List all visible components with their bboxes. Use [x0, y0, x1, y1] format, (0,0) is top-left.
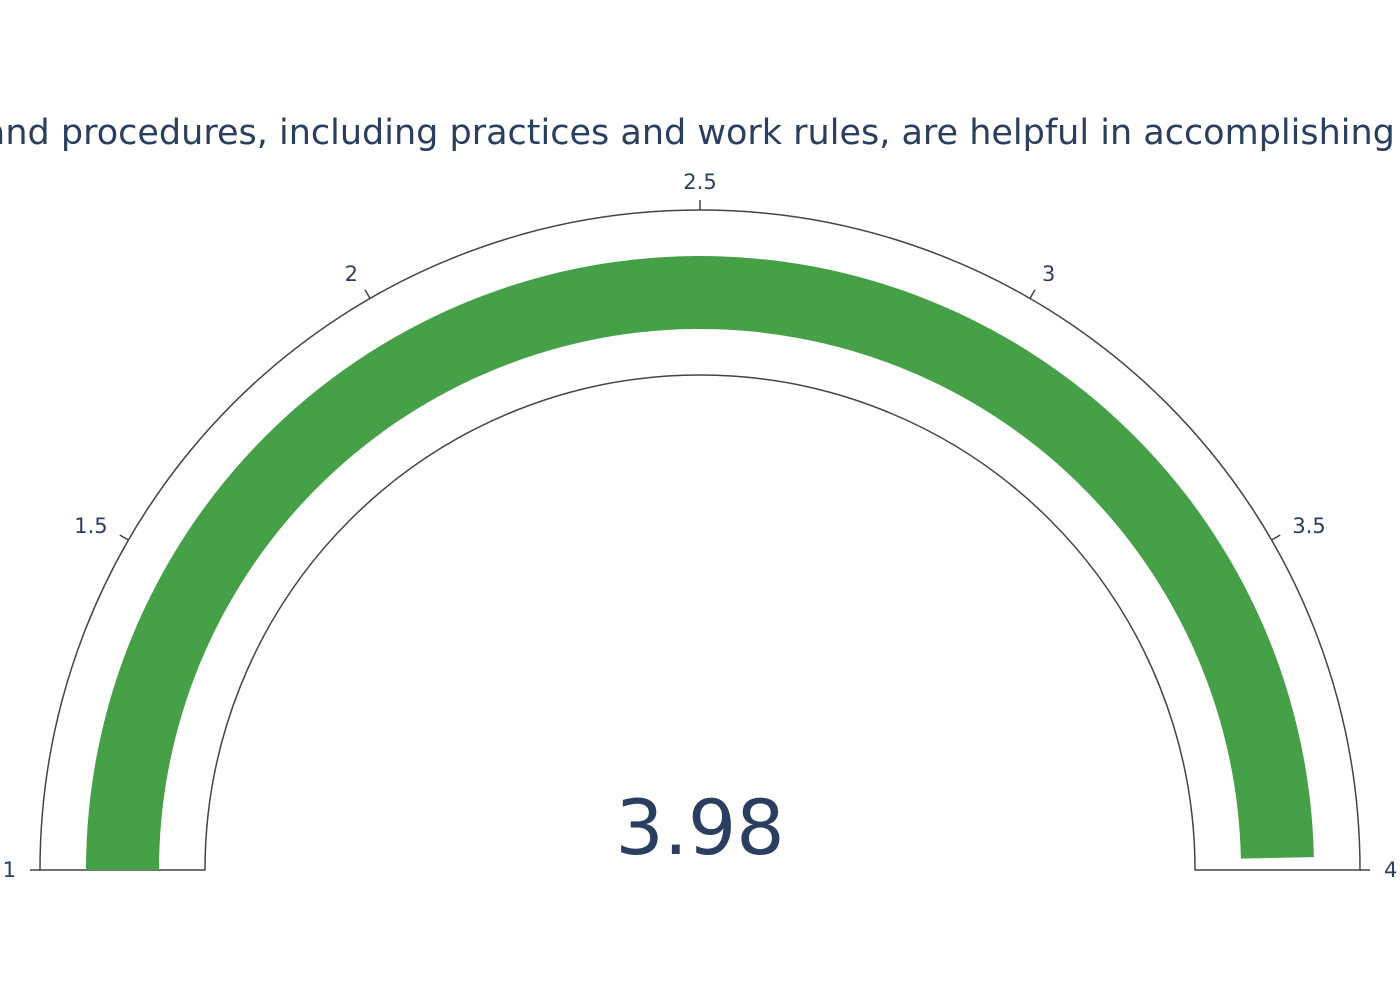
gauge-tick-label: 2	[345, 262, 358, 286]
gauge-value-number: 3.98	[615, 783, 784, 872]
gauge-tick-label: 2.5	[683, 170, 716, 194]
gauge-value-bar	[86, 256, 1314, 870]
gauge-tick-label: 4	[1384, 858, 1397, 882]
gauge-tick-label: 1	[3, 858, 16, 882]
title-container: Policies and procedures, including pract…	[0, 108, 1400, 162]
gauge-tick	[364, 289, 371, 299]
gauge-tick	[119, 534, 129, 541]
gauge-title: Policies and procedures, including pract…	[0, 113, 1400, 153]
gauge-tick-label: 3.5	[1292, 514, 1325, 538]
gauge-tick-label: 3	[1042, 262, 1055, 286]
gauge-tick	[1271, 534, 1281, 541]
gauge-tick-label: 1.5	[74, 514, 107, 538]
gauge-ticks: 1 1.5 2 2.5 3 3.5 4	[3, 170, 1398, 882]
gauge-tick	[1029, 289, 1036, 299]
gauge-bar-group	[86, 256, 1314, 870]
